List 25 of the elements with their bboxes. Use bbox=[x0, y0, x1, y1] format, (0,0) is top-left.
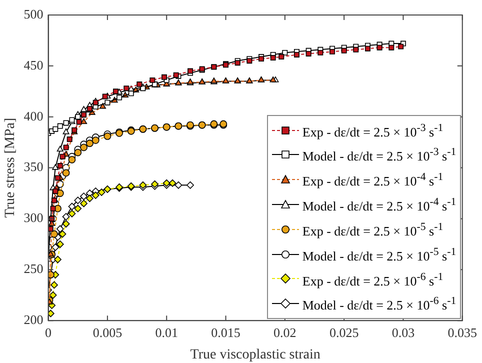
legend-label: Exp - dε/dt = 2.5 × 10$^{-4}$ s$^{-1}$ bbox=[302, 170, 444, 191]
x-tick-label: 0.005 bbox=[92, 324, 122, 340]
y-tick-label: 450 bbox=[24, 57, 44, 72]
legend-label: Model - dε/dt = 2.5 × 10$^{-6}$ s$^{-1}$ bbox=[302, 294, 456, 315]
y-tick-label: 500 bbox=[24, 6, 44, 22]
x-tick-label: 0.03 bbox=[392, 324, 415, 340]
legend-label: Model - dε/dt = 2.5 × 10$^{-4}$ s$^{-1}$ bbox=[302, 195, 456, 216]
legend-label: Model - dε/dt = 2.5 × 10$^{-5}$ s$^{-1}$ bbox=[302, 244, 456, 266]
x-tick-label: 0.035 bbox=[448, 324, 477, 340]
legend-label: Exp - dε/dt = 2.5 × 10$^{-3}$ s$^{-1}$ bbox=[302, 120, 444, 142]
y-tick-label: 250 bbox=[24, 261, 44, 276]
y-tick-label: 300 bbox=[24, 210, 44, 226]
x-tick-label: 0.015 bbox=[211, 324, 240, 340]
x-tick-label: 0.025 bbox=[329, 324, 359, 340]
x-tick-label: 0.02 bbox=[274, 324, 296, 340]
x-axis-title: True viscoplastic strain bbox=[190, 347, 320, 362]
y-axis-title: True stress [MPa] bbox=[3, 118, 18, 218]
y-tick-label: 400 bbox=[24, 108, 44, 124]
y-tick-label: 200 bbox=[24, 312, 44, 328]
legend-label: Exp - dε/dt = 2.5 × 10$^{-5}$ s$^{-1}$ bbox=[302, 220, 444, 240]
x-tick-label: 0 bbox=[45, 324, 52, 340]
y-tick-label: 350 bbox=[24, 159, 44, 174]
legend-label: Exp - dε/dt = 2.5 × 10$^{-6}$ s$^{-1}$ bbox=[302, 270, 444, 290]
legend-label: Model - dε/dt = 2.5 × 10$^{-3}$ s$^{-1}$ bbox=[302, 145, 456, 166]
x-tick-label: 0.01 bbox=[155, 324, 178, 340]
